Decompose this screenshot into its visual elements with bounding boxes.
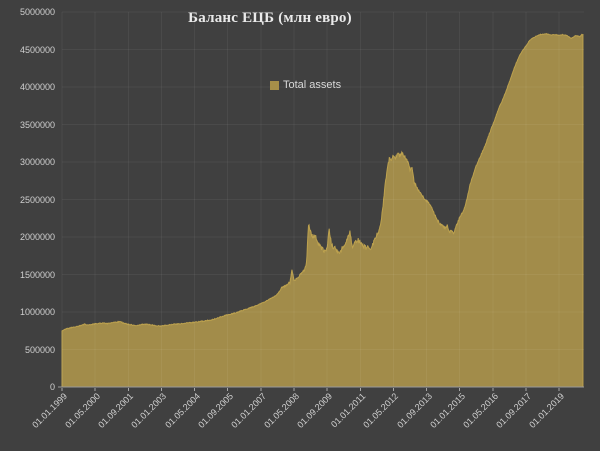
y-tick-label: 500000 — [24, 344, 55, 355]
y-tick-label: 2500000 — [19, 194, 55, 205]
total-assets-area-series — [61, 32, 584, 388]
y-tick-label: 5000000 — [19, 7, 55, 17]
legend-swatch-icon — [270, 80, 279, 90]
legend-label-total-assets: Total assets — [283, 78, 342, 91]
y-tick-label: 3500000 — [19, 119, 55, 130]
y-tick-label: 3000000 — [19, 157, 55, 167]
y-tick-label: 4500000 — [19, 44, 55, 55]
legend: Total assets — [270, 79, 341, 91]
y-tick-label: 1500000 — [19, 269, 55, 280]
y-tick-label: 4000000 — [19, 82, 55, 92]
y-tick-label: 2000000 — [19, 232, 55, 242]
y-tick-label: 0 — [49, 382, 55, 392]
chart-title: Баланс ЕЦБ (млн евро) — [188, 10, 352, 26]
y-tick-label: 1000000 — [19, 307, 55, 317]
